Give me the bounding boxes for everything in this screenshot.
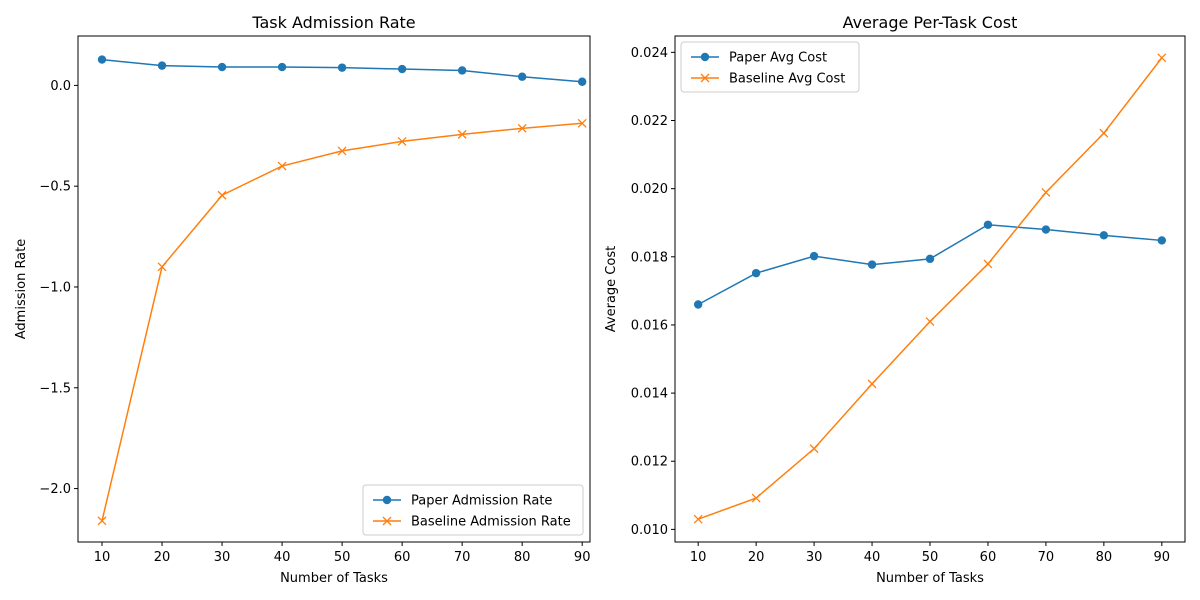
data-point — [397, 136, 407, 146]
axes-frame — [674, 35, 1186, 543]
y-axis-label: Average Cost — [604, 246, 619, 332]
data-point — [693, 300, 703, 309]
data-point — [751, 493, 761, 503]
x-tick-label: 90 — [1154, 550, 1171, 565]
data-point — [217, 62, 227, 72]
data-point — [457, 66, 467, 75]
y-tick-label: 0.010 — [631, 523, 668, 538]
x-tick-label: 60 — [394, 550, 411, 565]
x-tick-label: 80 — [514, 550, 531, 565]
data-point — [337, 146, 347, 156]
y-tick-label: 0.024 — [631, 46, 668, 61]
x-tick-label: 30 — [214, 550, 231, 565]
chart-title: Average Per-Task Cost — [843, 13, 1018, 32]
y-tick-label: 0.0 — [50, 79, 71, 94]
data-point — [983, 220, 993, 229]
legend-marker — [700, 52, 710, 62]
x-tick-label: 20 — [154, 550, 171, 565]
data-point — [277, 161, 287, 171]
chart-average-cost: Average Per-Task Cost 10 20 30 40 50 60 70 80 90 0… — [604, 13, 1186, 586]
x-tick-label: 40 — [864, 550, 881, 565]
x-tick-label: 70 — [454, 550, 471, 565]
y-tick-label: 0.018 — [631, 250, 668, 265]
x-tick-label: 10 — [94, 550, 111, 565]
legend-label: Paper Avg Cost — [729, 51, 827, 66]
data-point — [157, 262, 167, 272]
x-tick-label: 20 — [748, 550, 765, 565]
x-tick-label: 80 — [1096, 550, 1113, 565]
y-tick-label: −1.0 — [39, 280, 71, 295]
data-point — [1099, 231, 1109, 240]
legend-label: Baseline Admission Rate — [411, 515, 571, 530]
data-point — [867, 379, 877, 389]
legend-box — [362, 484, 584, 536]
data-point — [457, 129, 467, 139]
legend: Paper Avg Cost Baseline Avg Cost — [680, 41, 860, 93]
y-tick-label: 0.012 — [631, 455, 668, 470]
data-point — [983, 259, 993, 269]
data-point — [157, 61, 167, 70]
data-point — [517, 123, 527, 133]
x-tick-label: 30 — [806, 550, 823, 565]
data-point — [867, 260, 877, 269]
y-tick-label: 0.014 — [631, 387, 668, 402]
x-tick-label: 60 — [980, 550, 997, 565]
legend-marker — [700, 73, 710, 83]
y-tick-label: 0.016 — [631, 318, 668, 333]
y-axis-label: Admission Rate — [14, 239, 29, 339]
x-tick-label: 50 — [334, 550, 351, 565]
axes-frame — [77, 35, 591, 543]
data-point — [517, 72, 527, 81]
data-point — [397, 64, 407, 74]
chart-title: Task Admission Rate — [251, 13, 415, 32]
legend-box — [680, 41, 860, 93]
y-tick-label: −1.5 — [39, 381, 71, 396]
legend-marker — [382, 495, 392, 505]
data-point — [751, 268, 761, 278]
y-tick-label: −0.5 — [39, 180, 71, 195]
x-tick-label: 40 — [274, 550, 291, 565]
legend-label: Paper Admission Rate — [411, 494, 552, 509]
x-tick-label: 90 — [574, 550, 591, 565]
data-point — [97, 516, 107, 526]
data-point — [809, 444, 819, 454]
data-point — [1041, 225, 1051, 234]
data-point — [1041, 187, 1051, 197]
chart-admission-rate: Task Admission Rate 10 20 30 40 50 60 70 80 90 0.0… — [14, 13, 591, 586]
data-point — [809, 251, 819, 261]
x-tick-label: 70 — [1038, 550, 1055, 565]
data-point — [217, 190, 227, 200]
legend: Paper Admission Rate Baseline Admission R… — [362, 484, 584, 536]
y-tick-label: −2.0 — [39, 482, 71, 497]
data-point — [925, 317, 935, 327]
data-point — [577, 118, 587, 128]
y-tick-label: 0.020 — [631, 182, 668, 197]
x-axis-label: Number of Tasks — [280, 571, 388, 586]
x-tick-label: 50 — [922, 550, 939, 565]
data-point — [1099, 128, 1109, 138]
data-point — [277, 62, 287, 72]
data-point — [97, 55, 107, 64]
legend-marker — [382, 516, 392, 526]
x-axis-label: Number of Tasks — [876, 571, 984, 586]
data-point — [337, 63, 347, 72]
data-point — [925, 254, 935, 264]
data-point — [577, 77, 587, 86]
legend-label: Baseline Avg Cost — [729, 72, 845, 87]
data-point — [1157, 236, 1167, 245]
y-tick-label: 0.022 — [631, 114, 668, 129]
data-point — [693, 514, 703, 524]
x-tick-label: 10 — [690, 550, 707, 565]
data-point — [1157, 53, 1167, 63]
